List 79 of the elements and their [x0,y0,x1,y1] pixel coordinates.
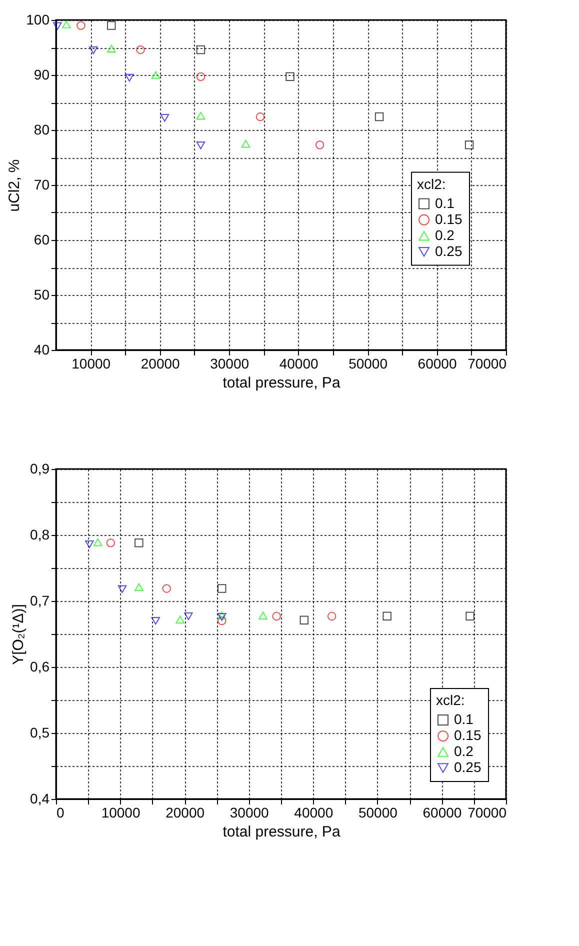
point [327,612,336,621]
y-tick-label: 0,9 [30,460,50,476]
x-tick-label: 70000 [468,804,507,820]
point [196,45,206,54]
point [162,584,171,593]
legend-label: 0.15 [454,727,482,743]
point [176,616,184,624]
x-tick-label: 60000 [418,356,457,372]
point [62,20,71,28]
point [466,612,474,621]
y-tick-label: 100 [26,12,50,28]
y-axis-title: Y[O₂(¹Δ)] [10,604,28,665]
point [85,540,94,548]
point [184,612,193,620]
point [106,538,116,548]
point [286,72,294,82]
y-tick-label: 80 [34,122,50,138]
x-tick-label: 10000 [72,356,111,372]
x-tick-label: 40000 [294,804,334,820]
legend-label: 0.1 [435,194,455,211]
legend-label: 0.25 [435,242,462,259]
x-tick-label: 10000 [101,804,140,820]
point [160,114,170,122]
point [118,585,127,593]
y-tick-label: 0,7 [30,592,50,608]
y-tick-label: 90 [34,66,50,82]
point [464,140,474,150]
point [125,74,134,82]
point [300,616,309,625]
x-tick-label: 60000 [422,804,462,820]
point [107,44,116,52]
legend-label: 0.2 [435,226,455,243]
point [196,142,206,150]
point [136,45,145,54]
x-axis-title: total pressure, Pa [222,374,341,392]
point [217,584,226,593]
x-axis-title: total pressure, Pa [222,824,341,840]
x-tick-label: 50000 [348,356,388,372]
legend-label: 0.15 [435,210,462,227]
x-tick-label: 30000 [230,804,270,820]
y-tick-label: 0,5 [30,724,50,740]
point [134,583,144,591]
x-tick-label: 30000 [210,356,250,372]
y-tick-label: 0,8 [30,526,50,542]
point [134,538,144,548]
x-tick-label: 20000 [140,356,180,372]
point [217,616,226,626]
point [315,140,324,150]
point [196,72,206,82]
y-tick-label: 50 [34,286,50,302]
x-tick-label: 40000 [279,356,318,372]
legend-label: 0.25 [454,759,482,775]
legend-label: 0.2 [454,743,474,759]
x-tick-label: 20000 [166,804,205,820]
y-tick-label: 60 [34,232,50,248]
point [107,21,116,30]
point [93,538,102,546]
point [241,140,250,148]
point [89,46,98,54]
legend-title: xcl2: [436,692,465,708]
x-tick-label: 0 [56,804,64,820]
point [256,112,265,122]
y-tick-label: 40 [34,342,50,358]
x-tick-label: 70000 [468,356,507,372]
y-tick-label: 70 [34,176,50,192]
point [151,616,160,625]
point [258,612,268,620]
point [151,71,160,79]
legend-label: 0.1 [454,711,474,727]
point [272,612,281,621]
x-tick-label: 50000 [358,804,398,820]
legend-title: xcl2: [417,176,446,192]
point [196,112,206,120]
point [374,112,384,122]
y-tick-label: 0,6 [30,658,50,674]
y-tick-label: 0,4 [30,790,50,806]
point [76,21,86,30]
point [382,612,392,621]
y-axis-title: uCl2, % [6,159,24,212]
